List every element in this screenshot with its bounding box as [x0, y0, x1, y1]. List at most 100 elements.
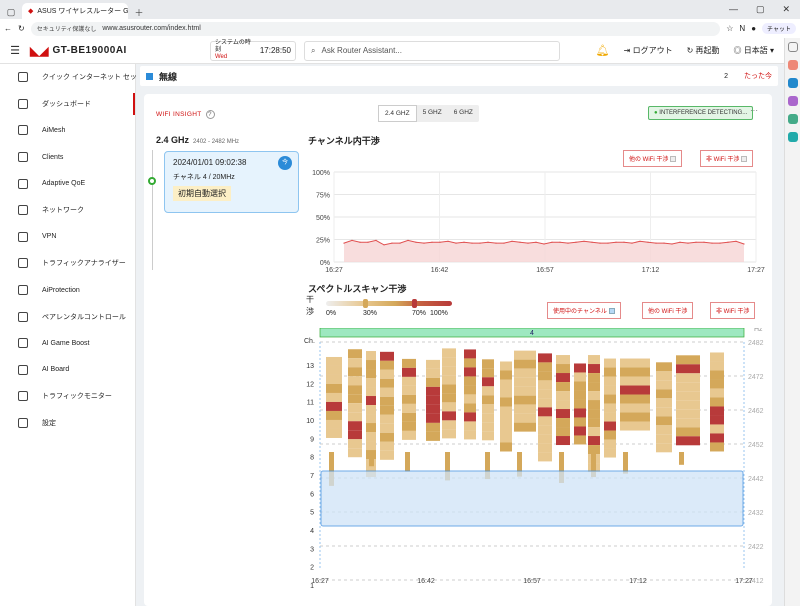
- sidebar-item-4[interactable]: Adaptive QoE: [0, 170, 135, 197]
- address-bar[interactable]: セキュリティ保護なし www.asusrouter.com/index.html: [30, 21, 721, 36]
- heatmap-cell: [380, 432, 394, 442]
- heatmap-cell: [556, 409, 570, 419]
- heatmap-cell: [574, 417, 586, 427]
- sidebar-item-6[interactable]: VPN: [0, 224, 135, 251]
- other-wifi-filter-button[interactable]: 他の WiFi 干渉: [623, 150, 683, 167]
- heatmap-cell: [514, 404, 536, 414]
- close-window-icon[interactable]: ✕: [782, 4, 790, 14]
- bing-icon[interactable]: [787, 132, 798, 142]
- spectrum-other-wifi-button[interactable]: 他の WiFi 干渉: [642, 302, 694, 319]
- heatmap-cell: [464, 349, 476, 359]
- office-icon[interactable]: [787, 60, 798, 70]
- heatmap-cell: [348, 367, 362, 377]
- star-icon[interactable]: ☆: [726, 24, 734, 33]
- current-channel-checkbox[interactable]: [608, 308, 615, 315]
- tab-actions-icon[interactable]: ▢: [6, 6, 16, 17]
- notification-bell-icon[interactable]: 🔔︎: [595, 45, 610, 57]
- tab-6ghz[interactable]: 6 GHZ: [453, 109, 473, 116]
- sidebar-item-2[interactable]: AiMesh: [0, 117, 135, 144]
- back-icon[interactable]: ←: [4, 24, 12, 33]
- browser-tab[interactable]: ◆ASUS ワイヤレスルーター GT-BE19000A✕: [22, 3, 128, 19]
- heatmap-cell: [402, 403, 416, 413]
- data-point: [679, 241, 681, 243]
- tab-5ghz[interactable]: 5 GHZ: [422, 109, 442, 116]
- data-point: [447, 240, 449, 242]
- wireless-bar[interactable]: 無線 2 たった今: [140, 66, 778, 86]
- tools-icon[interactable]: [787, 114, 798, 124]
- heatmap-cell: [426, 386, 440, 396]
- data-point: [375, 239, 377, 241]
- data-point: [687, 242, 689, 244]
- language-select[interactable]: ◎ 日本語 ▾: [733, 46, 774, 55]
- heatmap-cell: [482, 377, 494, 387]
- more-options-icon[interactable]: ···: [750, 106, 758, 115]
- heatmap-cell: [676, 364, 700, 374]
- cochannel-chart: 100% 75% 50% 25% 0%16:27 16:42 16:57 17:12 17:27: [312, 170, 765, 274]
- sidebar-item-3[interactable]: Clients: [0, 144, 135, 171]
- sidebar-item-label: AI Board: [42, 366, 70, 374]
- sidebar-item-icon: [18, 258, 28, 269]
- channel-tick-label: 11: [307, 400, 314, 407]
- maximize-icon[interactable]: ▢: [755, 4, 765, 14]
- rog-favicon-icon: ◆: [28, 8, 34, 15]
- sidebar-item-10[interactable]: AI Game Boost: [0, 330, 135, 357]
- chat-button[interactable]: チャット: [762, 23, 796, 34]
- heatmap-cell: [464, 430, 476, 440]
- sidebar-item-11[interactable]: AI Board: [0, 357, 135, 384]
- heatmap-cell: [538, 353, 552, 363]
- heatmap-cell: [538, 434, 552, 444]
- sidebar-item-12[interactable]: トラフィックモニター: [0, 383, 135, 410]
- history-channel: チャネル 4 / 20MHz: [173, 174, 235, 181]
- heatmap-cell: [514, 386, 536, 396]
- heatmap-cell: [442, 429, 456, 439]
- sidebar-item-13[interactable]: 設定: [0, 410, 135, 437]
- heatmap-cell: [538, 380, 552, 390]
- heatmap-cell: [326, 383, 342, 393]
- heatmap-cell: [588, 409, 600, 419]
- games-icon[interactable]: [787, 96, 798, 106]
- assistant-search-input[interactable]: ⌕ Ask Router Assistant...: [304, 40, 560, 61]
- sidebar-item-0[interactable]: クイック インターネット セットアップ: [0, 64, 165, 91]
- tab-2-4ghz[interactable]: 2.4 GHZ: [378, 105, 417, 122]
- heatmap-cell: [676, 382, 700, 392]
- sidebar-item-label: ペアレンタルコントロール: [42, 313, 126, 321]
- heatmap-cell: [482, 359, 494, 369]
- logout-button[interactable]: ⇥ ログアウト: [624, 45, 673, 56]
- sidebar-item-label: ダッシュボード: [42, 100, 91, 108]
- heatmap-cell: [442, 375, 456, 385]
- other-wifi-checkbox[interactable]: [670, 156, 677, 163]
- heatmap-cell: [402, 430, 416, 440]
- channel-tick-label: 8: [310, 455, 314, 462]
- channel-history-card[interactable]: 2024/01/01 09:02:38 チャネル 4 / 20MHz 初期自動選…: [164, 151, 299, 213]
- data-point: [695, 241, 697, 243]
- data-point: [719, 242, 721, 244]
- current-channel-filter-button[interactable]: 使用中のチャンネル: [547, 302, 621, 319]
- non-wifi-checkbox[interactable]: [741, 156, 748, 163]
- refresh-icon[interactable]: ↻: [18, 24, 25, 33]
- insecure-warning[interactable]: セキュリティ保護なし: [36, 27, 97, 33]
- heatmap-cell: [482, 422, 494, 432]
- non-wifi-filter-button[interactable]: 非 WiFi 干渉: [700, 150, 754, 167]
- outlook-icon[interactable]: [787, 78, 798, 88]
- new-tab-icon[interactable]: ＋: [134, 7, 144, 18]
- sidebar-item-5[interactable]: ネットワーク: [0, 197, 135, 224]
- minimize-icon[interactable]: —: [728, 4, 738, 14]
- help-icon[interactable]: ?: [205, 110, 215, 119]
- sidebar-item-1[interactable]: ダッシュボード: [0, 91, 135, 118]
- sidebar-item-8[interactable]: AiProtection: [0, 277, 135, 304]
- data-point: [703, 241, 705, 243]
- sidebar-item-9[interactable]: ペアレンタルコントロール: [0, 303, 135, 330]
- sidebar-item-7[interactable]: トラフィックアナライザー: [0, 250, 135, 277]
- profile-avatar[interactable]: ●: [751, 24, 757, 33]
- sidebar-item-label: AI Game Boost: [42, 339, 90, 347]
- logout-label: ログアウト: [632, 46, 673, 55]
- now-badge: 今: [278, 156, 292, 170]
- heatmap-cell: [442, 348, 456, 358]
- menu-icon[interactable]: ☰: [10, 45, 20, 57]
- reboot-button[interactable]: ↻ 再起動: [687, 45, 720, 56]
- extension-icon[interactable]: N: [739, 24, 746, 33]
- search-icon[interactable]: [787, 42, 798, 52]
- data-point: [535, 241, 537, 243]
- tab-title: ASUS ワイヤレスルーター GT-BE19000A: [37, 8, 128, 15]
- spectrum-non-wifi-button[interactable]: 非 WiFi 干渉: [710, 302, 756, 319]
